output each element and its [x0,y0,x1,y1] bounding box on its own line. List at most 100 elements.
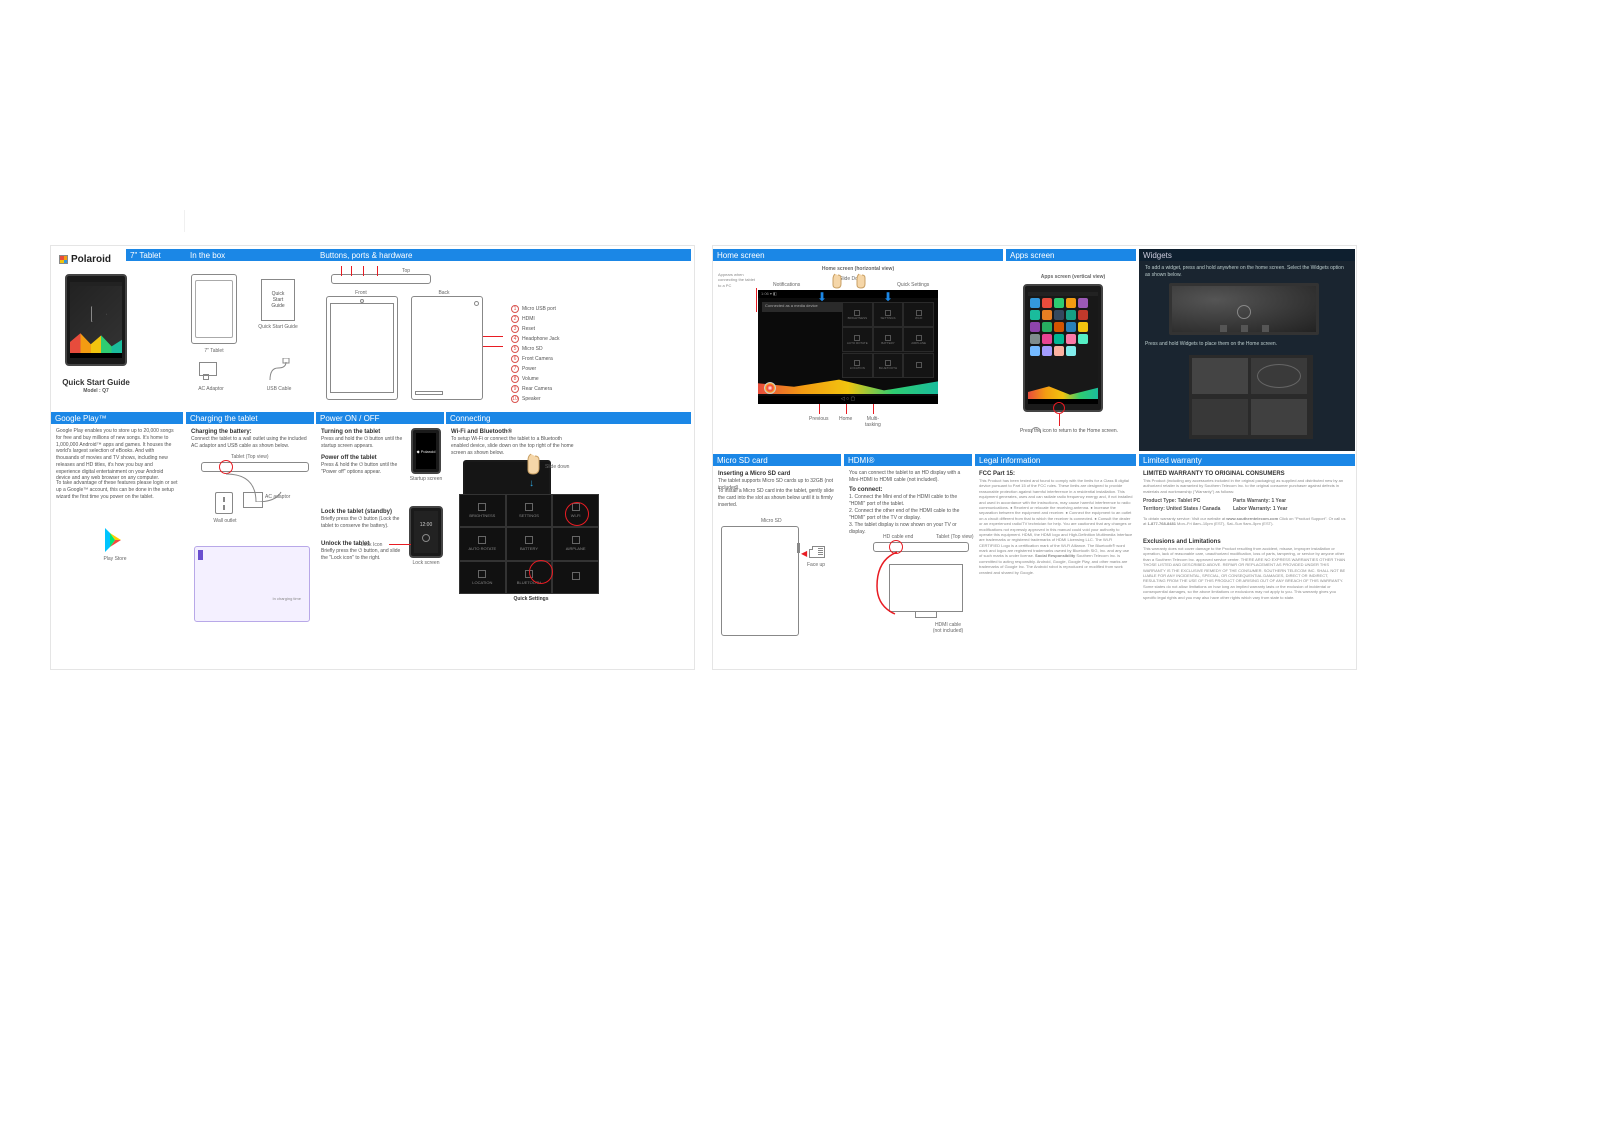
home-nav-icon [1031,427,1041,433]
warranty-intro: This Product (including any accessories … [1143,478,1349,494]
w-type: Product Type: Tablet PC [1143,498,1200,505]
diagram-back [411,296,483,400]
sd-insert-arrow: ◀ [801,549,807,558]
hdr-hdmi: HDMI® [844,454,972,466]
cap-qs: Quick Settings [501,596,561,602]
warranty-service: To obtain warranty service: Visit our we… [1143,516,1349,527]
hdr-poweron: Power ON / OFF [316,412,444,424]
w-terr: Territory: United States / Canada [1143,506,1220,513]
cap-playstore: Play Store [91,556,139,562]
pwr-unlock-p: Briefly press the ⏻ button, and slide th… [321,548,405,562]
cap-lockscreen: Lock screen [407,560,445,566]
model: Model : Q7 [61,388,131,395]
widgets-dark-panel: To add a widget, press and hold anywhere… [1139,261,1355,451]
ports-legend: 1Micro USB port2HDMI3Reset4Headphone Jac… [511,304,560,404]
finger-right-icon [853,272,867,290]
cap-hd-end: HD cable end [883,534,913,540]
play-store-icon [101,526,129,554]
lbl-front: Front [346,290,376,296]
hdmi-s1: 1. Connect the Mini end of the HDMI cabl… [849,494,969,508]
charging-h: Charging the battery: [191,428,252,436]
charging-tablet-top-outline [201,462,309,472]
gplay-para1: Google Play enables you to store up to 2… [56,428,178,482]
pwr-on-h: Turning on the tablet [321,428,380,436]
cap-hdmi-cable: HDMI cable (not included) [923,622,973,634]
widgets-p2: Press and hold Widgets to place them on … [1145,341,1349,348]
hdmi-p: You can connect the tablet to an HD disp… [849,470,969,484]
color-block-icon [59,255,68,264]
cap-tablet-top: Tablet (Top view) [231,454,269,460]
cap-wall: Wall outlet [209,518,241,524]
charging-tablet-screen: In charging time [194,546,310,622]
apps-press-text: Press the icon to return to the Home scr… [999,428,1139,435]
legal-body: This Product has been tested and found t… [979,478,1133,628]
hdmi-h: To connect: [849,486,883,494]
gplay-para2: To take advantage of these features plea… [56,480,178,500]
pwr-lock-p: Briefly press the ⏻ button (Lock the tab… [321,516,405,530]
inbox-usb-cable-icon [266,358,292,384]
w-parts: Parts Warranty: 1 Year [1233,498,1286,505]
diagram-front [326,296,398,400]
hdr-charging: Charging the tablet [186,412,314,424]
hdr-gplay: Google Play™ [51,412,183,424]
hdmi-s2: 2. Connect the other end of the HDMI cab… [849,508,969,522]
startup-screen-mock: ◆ Polaroid [411,428,441,474]
cap-startup: Startup screen [409,476,443,482]
pwr-on-p: Press and hold the ⏻ button until the st… [321,436,405,450]
hdr-connect: Connecting [446,412,691,424]
lbl-multi: Multi- tasking [865,416,881,428]
hdr-sd: Micro SD card [713,454,841,466]
conn-h: Wi-Fi and Bluetooth® [451,428,512,436]
hdr-warranty: Limited warranty [1139,454,1355,466]
hdr-in-box: In the box [186,249,316,261]
lbl-prev: Previous [809,416,828,422]
hdr-home: Home screen [713,249,1003,261]
inbox-qsg-booklet: Quick Start Guide [261,279,295,321]
lbl-back: Back [429,290,459,296]
lbl-notif: Notifications [773,282,800,288]
lbl-appears: Appears when connecting the tablet to a … [718,272,758,288]
hdr-7-tablet: 7" Tablet [126,249,186,261]
lbl-top: Top [396,268,416,274]
pwr-off-p: Press & hold the ⏻ button until the "Pow… [321,462,405,476]
charging-cable-path [226,472,286,502]
lbl-home: Home [839,416,852,422]
diagram-top-edge [331,274,431,284]
cap-hdmi-tablet: Tablet (Top view) [936,534,974,540]
inbox-ac-adaptor-icon [199,362,217,380]
slide-down-finger-icon [521,452,543,478]
sd-h: Inserting a Micro SD card [718,470,790,478]
page-2-back: Home screen Apps screen Widgets Home scr… [712,245,1357,670]
cap-ac: AC Adaptor [191,386,231,392]
brand-logo: Polaroid [59,254,111,265]
inbox-tablet-outline [191,274,237,344]
cap-usb: USB Cable [261,386,297,392]
cap-lockicon: Lock Icon [361,542,382,548]
sd-tablet-outline [721,526,799,636]
warranty-body: This warranty does not cover damage to t… [1143,546,1349,640]
cap-qsg: Quick Start Guide [256,324,300,330]
cap-microsd: Micro SD [761,518,782,524]
conn-p: To setup Wi-Fi or connect the tablet to … [451,436,581,456]
brand-text: Polaroid [71,254,111,265]
hdr-apps: Apps screen [1006,249,1136,261]
hdr-legal: Legal information [975,454,1136,466]
legal-fcc: FCC Part 15: [979,470,1015,478]
warranty-h: LIMITED WARRANTY TO ORIGINAL CONSUMERS [1143,470,1285,478]
home-screen-screenshot: 1:06 ▾ ◧ Connected as a media device BRI… [758,290,938,404]
widgets-p1: To add a widget, press and hold anywhere… [1145,265,1349,279]
widget-picker-thumb-1 [1169,283,1319,335]
page-1-front: Polaroid 7" Tablet In the box Buttons, p… [50,245,695,670]
hdmi-cable-path [869,550,909,620]
apps-screen-screenshot [1023,284,1103,412]
widget-picker-thumb-2 [1189,355,1313,439]
hdr-buttons: Buttons, ports & hardware [316,249,691,261]
sd-p2: To install a Micro SD card into the tabl… [718,488,838,508]
w-labor: Labor Warranty: 1 Year [1233,506,1287,513]
cap-faceup: Face up [807,562,825,568]
finger-left-icon [829,272,843,290]
pwr-off-h: Power off the tablet [321,454,377,462]
microsd-card-icon [809,546,825,558]
cap-vview: Apps screen (vertical view) [1013,274,1133,280]
lock-screen-mock: 12:00 [409,506,443,558]
